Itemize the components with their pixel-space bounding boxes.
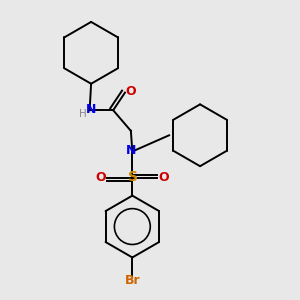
Text: N: N [126,144,136,157]
Text: O: O [125,85,136,98]
Text: N: N [86,103,96,116]
Text: S: S [128,170,138,184]
Text: O: O [158,172,169,184]
Text: O: O [95,172,106,184]
Text: Br: Br [124,274,140,286]
Text: H: H [79,109,86,119]
